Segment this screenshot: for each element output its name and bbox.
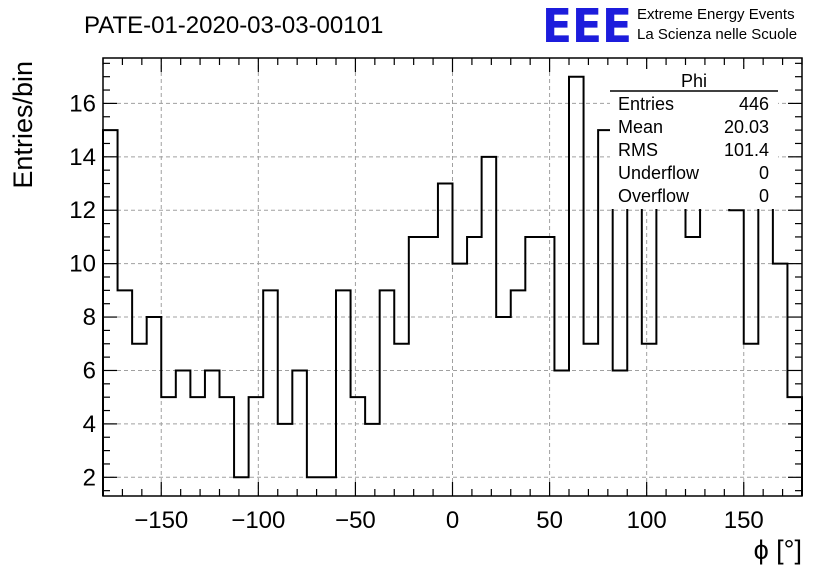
stats-box: Phi Entries 446 Mean 20.03 RMS 101.4 Und… [610,69,778,209]
y-tick-label: 12 [69,197,96,224]
y-tick-label: 16 [69,90,96,117]
histogram-bin [773,264,788,496]
histogram-bin [147,317,162,496]
histogram-bin [292,370,307,496]
histogram-bin [234,477,249,496]
tick-labels: −150 −100 −50 0 50 100 150 2 4 6 8 10 12 14 16 [69,90,763,534]
histogram-bin [787,397,802,496]
histogram-bin [438,184,453,496]
histogram-bin [496,317,511,496]
stats-value: 101.4 [724,140,769,160]
histogram-bin [190,397,205,496]
stats-label: Underflow [618,163,700,183]
histogram-bin [423,237,438,496]
histogram-bin [453,264,468,496]
histogram-bin [263,290,278,496]
histogram-bin [118,290,133,496]
x-tick-label: −50 [335,507,376,534]
plot-frame [102,57,803,497]
histogram-bin [744,344,759,496]
stats-label: Overflow [618,186,690,206]
stats-title: Phi [681,71,707,91]
histogram-bin [525,237,540,496]
histogram-bin [729,210,744,496]
y-tick-label: 10 [69,251,96,278]
histogram-bin [307,477,322,496]
histogram-bin [351,397,366,496]
axis-ticks [102,58,803,496]
y-tick-label: 4 [83,411,96,438]
y-tick-label: 8 [83,304,96,331]
histogram-bin [758,184,773,496]
logo-letters: EEE [542,0,632,53]
histogram-series [102,75,803,496]
histogram-bin [380,290,395,496]
histogram-bin [278,424,293,496]
stats-label: Entries [618,94,674,114]
histogram-bin [467,237,482,496]
y-tick-label: 14 [69,144,96,171]
histogram-bin [249,397,264,496]
y-tick-label: 2 [83,464,96,491]
stats-value: 0 [759,163,769,183]
histogram-bin [642,344,657,496]
histogram-bin [540,237,555,496]
chart-title: PATE-01-2020-03-03-00101 [84,12,383,39]
stats-value: 0 [759,186,769,206]
histogram-bin [613,370,628,496]
x-tick-label: 50 [536,507,563,534]
histogram-bin [321,477,336,496]
y-axis-label: Entries/bin [8,61,38,189]
histogram-bin [686,237,701,496]
histogram-bin [584,344,599,496]
x-tick-label: 100 [627,507,667,534]
logo-text-line2: La Scienza nelle Scuole [637,26,797,43]
histogram-bin [176,370,191,496]
histogram-bin [569,77,584,496]
histogram-bin [220,397,235,496]
stats-value: 20.03 [724,117,769,137]
eee-logo: EEE Extreme Energy Events La Scienza nel… [542,0,797,53]
histogram-bin [103,130,118,496]
histogram-bin [365,424,380,496]
stats-label: RMS [618,140,658,160]
logo-text-line1: Extreme Energy Events [637,6,795,23]
histogram-bin [511,290,526,496]
histogram-bin [409,237,424,496]
histogram-bin [394,344,409,496]
x-tick-label: −150 [134,507,188,534]
y-tick-label: 6 [83,357,96,384]
x-tick-label: 0 [446,507,459,534]
stats-label: Mean [618,117,663,137]
histogram-bin [205,370,220,496]
x-tick-label: 150 [724,507,764,534]
histogram-bin [482,157,497,496]
histogram-bin [132,344,147,496]
histogram-bin [336,290,351,496]
histogram-bin [554,370,569,496]
x-tick-label: −100 [231,507,285,534]
histogram-bin [161,397,176,496]
x-axis-label: ϕ [°] [754,535,802,565]
stats-value: 446 [739,94,769,114]
